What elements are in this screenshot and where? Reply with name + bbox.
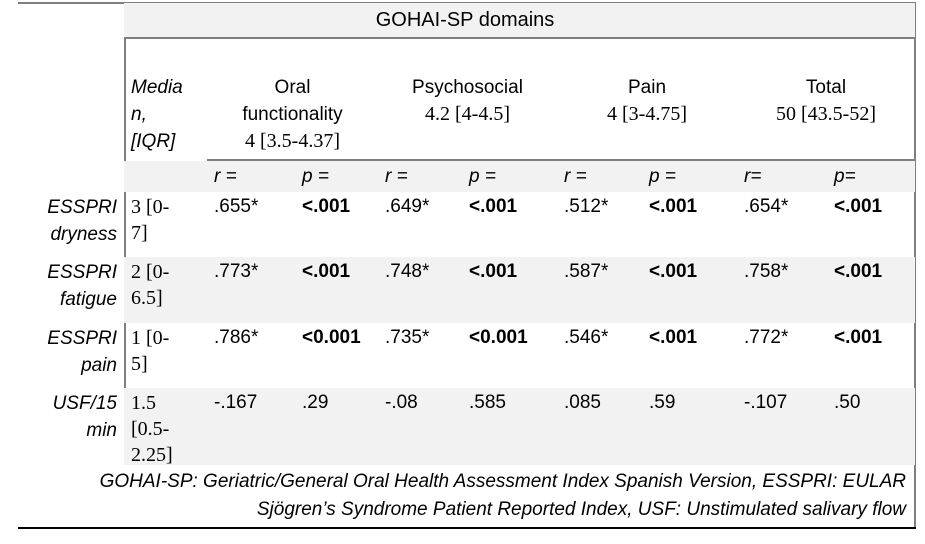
table-title: GOHAI-SP domains (375, 9, 555, 31)
stat-header-row: r = p = r = p = r = p = r= p= (0, 161, 915, 192)
p-value: <.001 (649, 261, 698, 282)
p-value: .59 (649, 392, 676, 413)
r-value: .758* (744, 261, 789, 282)
table-title-row: GOHAI-SP domains (0, 3, 925, 37)
median-value: 2 [0- 6.5] (131, 261, 170, 309)
stat-header-p: p = (469, 166, 496, 187)
domain-name: Psychosocial (412, 77, 523, 98)
stat-header-r: r = (385, 166, 408, 187)
median-value: 1 [0- 5] (131, 327, 170, 375)
p-value: <.001 (302, 261, 351, 282)
table-right-border (914, 2, 916, 528)
p-value: <.001 (469, 196, 518, 217)
title-separator-line (124, 37, 916, 39)
p-value: .50 (834, 392, 861, 413)
header-separator-line (207, 159, 916, 161)
domain-median: 4.2 [4-4.5] (425, 103, 510, 125)
domain-name: Oral functionality (242, 77, 343, 125)
table-row-usf-15min: USF/15 min 1.5 [0.5- 2.25] -.167 .29 -.0… (0, 388, 915, 466)
table-row-esspri-fatigue: ESSPRI fatigue 2 [0- 6.5] .773* <.001 .7… (0, 257, 915, 323)
stat-header-r: r = (214, 166, 237, 187)
r-value: .546* (564, 327, 609, 348)
r-value: .512* (564, 196, 609, 217)
r-value: -.107 (744, 392, 788, 413)
median-value: 1.5 [0.5- 2.25] (131, 392, 173, 466)
row-label: ESSPRI pain (47, 328, 117, 376)
row-label: ESSPRI dryness (47, 197, 117, 245)
stat-header-p: p = (302, 166, 329, 187)
table-bottom-border (18, 527, 916, 529)
r-value: .786* (214, 327, 259, 348)
r-value: .735* (385, 327, 430, 348)
p-value: .585 (469, 392, 506, 413)
table-row-esspri-pain: ESSPRI pain 1 [0- 5] .786* <0.001 .735* … (0, 323, 915, 388)
row-label: USF/15 min (52, 393, 117, 441)
p-value: <.001 (834, 261, 883, 282)
label-column-divider (124, 2, 126, 465)
p-value: .29 (302, 392, 329, 413)
r-value: .655* (214, 196, 259, 217)
domain-median: 50 [43.5-52] (776, 103, 876, 125)
domain-header-oral-functionality: Oral functionality 4 [3.5-4.37] (207, 74, 378, 155)
p-value: <0.001 (302, 327, 361, 348)
domain-median: 4 [3-4.75] (607, 103, 687, 125)
spacer (0, 166, 124, 187)
r-value: -.167 (214, 392, 258, 413)
stat-header-r: r= (744, 166, 762, 187)
median-iqr-label: Media n, [IQR] (131, 77, 183, 152)
r-value: -.08 (385, 392, 418, 413)
r-value: .587* (564, 261, 609, 282)
r-value: .654* (744, 196, 789, 217)
domain-name: Total (805, 77, 847, 98)
p-value: <.001 (649, 196, 698, 217)
median-value: 3 [0- 7] (131, 196, 170, 244)
r-value: .772* (744, 327, 789, 348)
r-value: .773* (214, 261, 259, 282)
table-row-esspri-dryness: ESSPRI dryness 3 [0- 7] .655* <.001 .649… (0, 192, 915, 257)
r-value: .085 (564, 392, 601, 413)
stat-header-p: p = (649, 166, 676, 187)
table-footnote: GOHAI-SP: Geriatric/General Oral Health … (99, 471, 906, 520)
corner-spacer (0, 74, 124, 155)
spacer (124, 166, 207, 187)
p-value: <0.001 (469, 327, 528, 348)
r-value: .649* (385, 196, 430, 217)
table-domain-header-row: Media n, [IQR] Oral functionality 4 [3.5… (0, 38, 915, 161)
p-value: <.001 (469, 261, 518, 282)
p-value: <.001 (302, 196, 351, 217)
domain-header-pain: Pain 4 [3-4.75] (557, 74, 737, 155)
p-value: <.001 (834, 327, 883, 348)
row-label: ESSPRI fatigue (47, 262, 117, 310)
p-value: <.001 (834, 196, 883, 217)
stat-header-p: p= (834, 166, 856, 187)
domain-name: Pain (627, 77, 667, 98)
r-value: .748* (385, 261, 430, 282)
stat-header-r: r = (564, 166, 587, 187)
p-value: <.001 (649, 327, 698, 348)
domain-median: 4 [3.5-4.37] (245, 130, 340, 152)
domain-header-psychosocial: Psychosocial 4.2 [4-4.5] (378, 74, 557, 155)
domain-header-total: Total 50 [43.5-52] (737, 74, 915, 155)
